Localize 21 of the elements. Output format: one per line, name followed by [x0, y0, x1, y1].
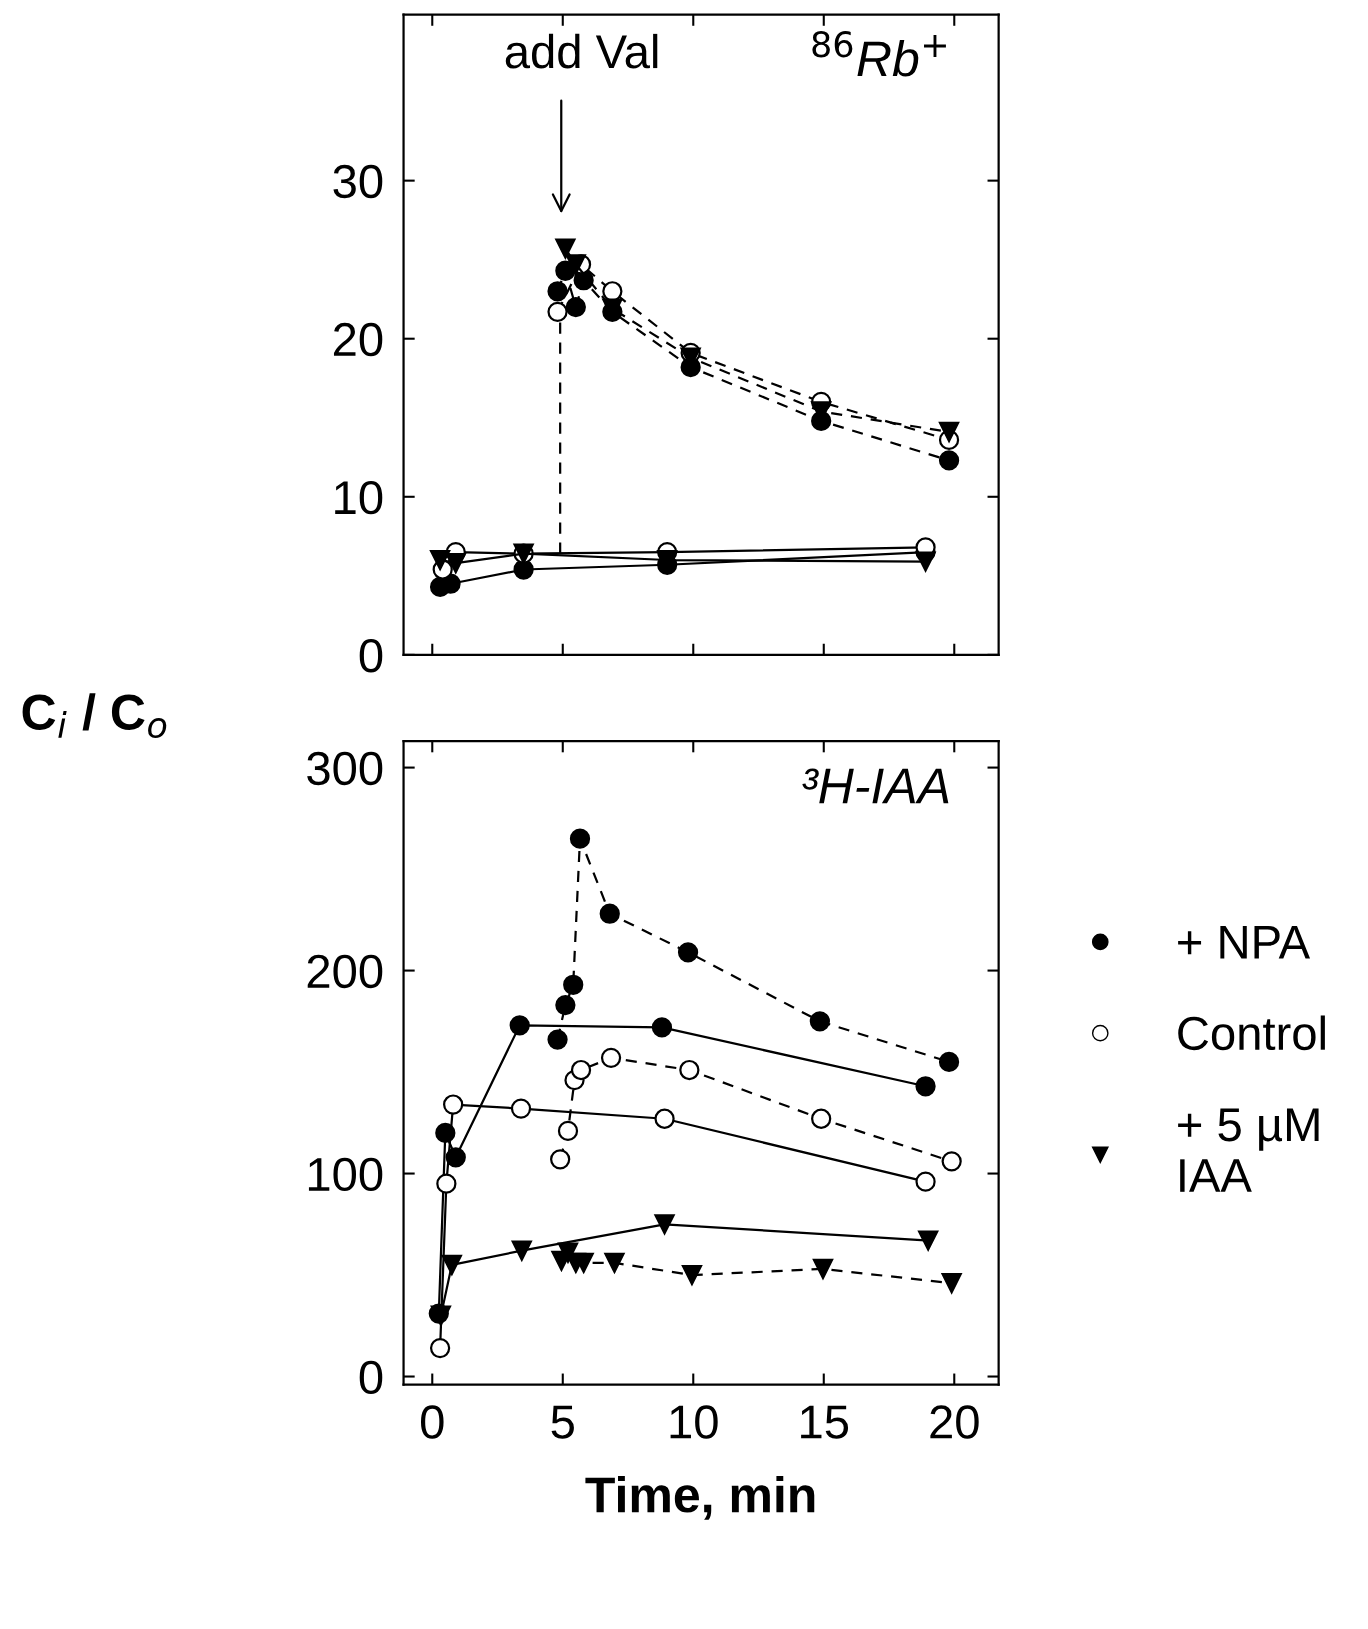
legend-label: Control [1178, 1015, 1325, 1051]
annotation: add Val [505, 33, 658, 69]
y-axis-title: C$_{i}$ / C$_{o}$ [22, 693, 167, 739]
x-tick-label: 20 [930, 1405, 979, 1439]
y-tick-label: 300 [307, 751, 383, 786]
y-tick-label: 0 [359, 1360, 383, 1395]
y-tick-label: 0 [359, 638, 383, 673]
x-tick-label: 15 [801, 1405, 849, 1439]
legend-label: + 5 µM IAA [1178, 1108, 1319, 1192]
y-tick-label: 20 [333, 322, 383, 357]
y-tick-label: 10 [335, 480, 383, 515]
annotation: $^{86}$Rb$^{+}$ [812, 31, 946, 77]
legend-label: + NPA [1178, 925, 1311, 959]
x-tick-label: 5 [551, 1405, 574, 1439]
y-tick-label: 100 [308, 1157, 383, 1192]
x-axis-title: Time, min [585, 1475, 815, 1520]
x-tick-label: 0 [420, 1405, 444, 1439]
y-tick-label: 30 [333, 164, 383, 199]
annotation: ³H-IAA [802, 768, 949, 804]
y-tick-label: 200 [307, 954, 383, 989]
x-tick-label: 10 [670, 1405, 718, 1439]
